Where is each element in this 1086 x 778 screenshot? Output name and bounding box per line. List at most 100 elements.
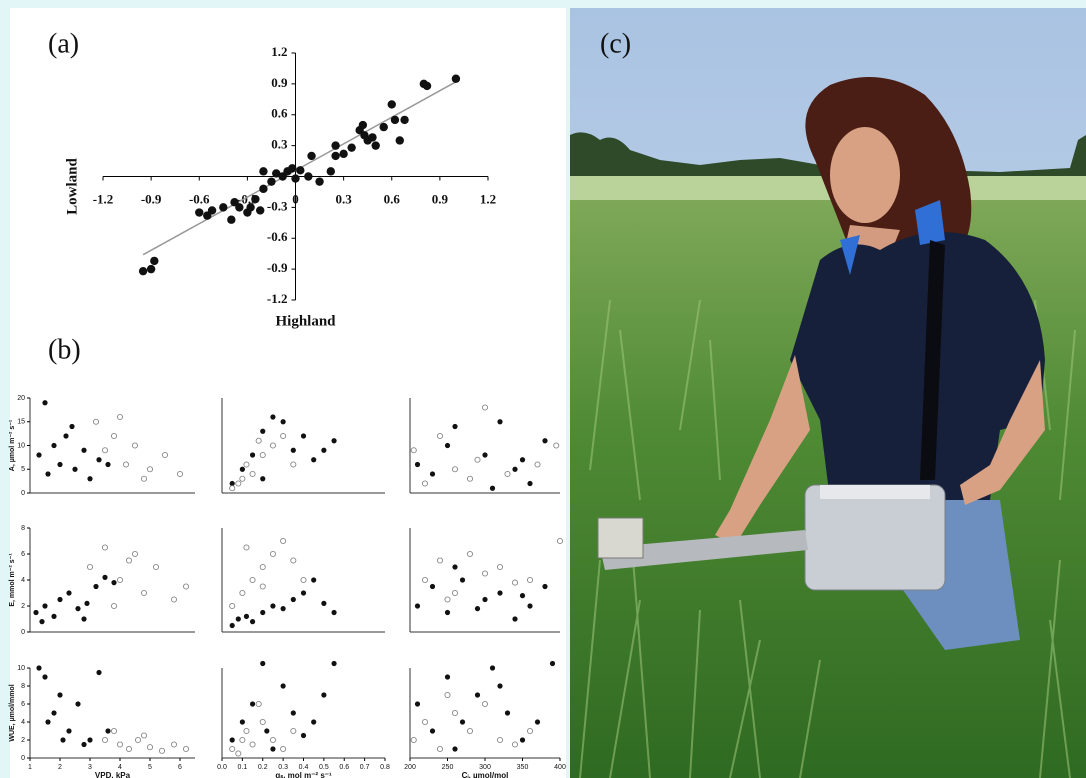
left-panel: [10, 8, 566, 778]
point: [437, 746, 442, 751]
point: [230, 486, 235, 491]
x-tick-label: 5: [148, 764, 152, 771]
point: [482, 405, 487, 410]
x-tick-label: 0.5: [319, 764, 329, 771]
point: [339, 150, 347, 158]
point: [415, 462, 420, 467]
point: [102, 737, 107, 742]
point: [475, 606, 480, 611]
x-tick-label: 0.3: [336, 191, 353, 206]
point: [270, 603, 275, 608]
x-tick-label: -0.9: [141, 191, 162, 206]
point: [147, 745, 152, 750]
point: [45, 471, 50, 476]
point: [475, 457, 480, 462]
point: [111, 580, 116, 585]
point: [260, 452, 265, 457]
y-axis-label: A, µmol m⁻² s⁻¹: [9, 419, 16, 471]
point: [75, 701, 80, 706]
point: [497, 683, 502, 688]
point: [72, 467, 77, 472]
x-tick-label: -0.6: [189, 191, 210, 206]
point: [219, 203, 227, 211]
x-tick-label: 3: [88, 764, 92, 771]
point: [311, 577, 316, 582]
point: [497, 564, 502, 569]
point: [415, 603, 420, 608]
y-tick-label: 0.6: [271, 106, 288, 121]
point: [260, 429, 265, 434]
y-axis-label: WUE, µmol/mmol: [9, 684, 16, 741]
point: [557, 538, 562, 543]
point: [550, 661, 555, 666]
y-axis-label: Lowland: [64, 158, 80, 215]
instrument: [805, 485, 945, 590]
point: [33, 610, 38, 615]
point: [256, 701, 261, 706]
x-tick-label: 0.9: [432, 191, 449, 206]
y-tick-label: 2: [21, 603, 25, 610]
point: [482, 452, 487, 457]
point: [497, 590, 502, 595]
point: [102, 448, 107, 453]
point: [81, 616, 86, 621]
point: [291, 728, 296, 733]
x-tick-label: 0.0: [217, 764, 227, 771]
y-tick-label: -1.2: [267, 291, 288, 306]
x-tick-label: 1.2: [480, 191, 496, 206]
point: [497, 737, 502, 742]
y-tick-label: -0.6: [267, 229, 288, 244]
y-tick-label: 6: [21, 701, 25, 708]
point: [512, 742, 517, 747]
point: [208, 206, 216, 214]
point: [311, 719, 316, 724]
x-tick-label: 4: [118, 764, 122, 771]
point: [270, 443, 275, 448]
point: [301, 433, 306, 438]
x-tick-label: 250: [442, 764, 454, 771]
point: [42, 674, 47, 679]
point: [60, 737, 65, 742]
x-tick-label: -1.2: [93, 191, 114, 206]
point: [260, 564, 265, 569]
point: [460, 577, 465, 582]
x-tick-label: 400: [554, 764, 566, 771]
point: [347, 143, 355, 151]
point: [296, 166, 304, 174]
y-tick-label: 6: [21, 551, 25, 558]
point: [281, 683, 286, 688]
point: [250, 742, 255, 747]
point: [36, 665, 41, 670]
point: [460, 719, 465, 724]
point: [162, 452, 167, 457]
point: [331, 152, 339, 160]
point: [430, 728, 435, 733]
point: [321, 692, 326, 697]
point: [535, 462, 540, 467]
point: [250, 452, 255, 457]
point: [69, 424, 74, 429]
point: [301, 577, 306, 582]
point: [281, 606, 286, 611]
point: [111, 603, 116, 608]
x-tick-label: 0.2: [258, 764, 268, 771]
point: [111, 433, 116, 438]
point: [227, 216, 235, 224]
point: [482, 701, 487, 706]
point: [467, 551, 472, 556]
point: [423, 82, 431, 90]
point: [301, 590, 306, 595]
point: [132, 551, 137, 556]
point: [259, 167, 267, 175]
point: [505, 710, 510, 715]
point: [230, 623, 235, 628]
point: [244, 614, 249, 619]
point: [430, 471, 435, 476]
point: [281, 433, 286, 438]
point: [139, 267, 147, 275]
point: [105, 462, 110, 467]
point: [126, 746, 131, 751]
point: [301, 733, 306, 738]
point: [141, 476, 146, 481]
x-tick-label: 0: [292, 191, 299, 206]
